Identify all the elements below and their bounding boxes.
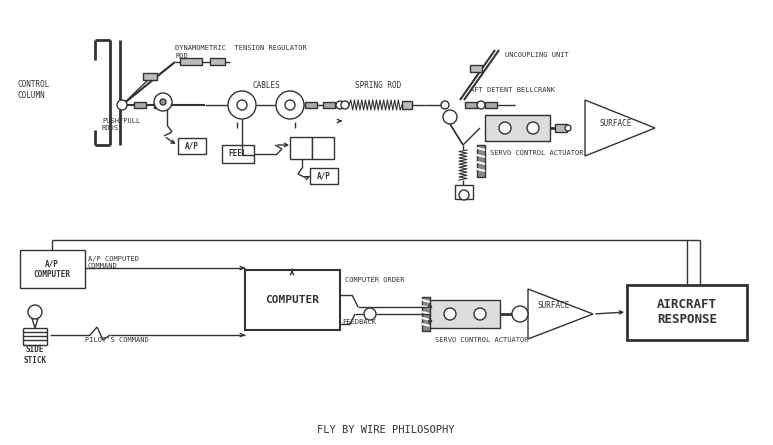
Text: A/P
COMPUTER: A/P COMPUTER	[33, 259, 70, 279]
Polygon shape	[585, 100, 655, 156]
Bar	[555, 124, 567, 132]
Circle shape	[474, 308, 486, 320]
Circle shape	[117, 100, 127, 110]
Circle shape	[477, 101, 485, 109]
Circle shape	[285, 100, 295, 110]
Text: PILOT'S COMMAND: PILOT'S COMMAND	[85, 337, 148, 343]
Text: SERVO CONTROL ACTUATOR: SERVO CONTROL ACTUATOR	[435, 337, 529, 343]
Bar	[134, 102, 146, 108]
Polygon shape	[528, 289, 593, 339]
Bar	[178, 138, 206, 154]
Bar	[430, 300, 500, 328]
Bar	[465, 102, 477, 108]
Text: UNCOUPLING UNIT: UNCOUPLING UNIT	[505, 52, 569, 58]
Bar	[485, 115, 550, 141]
Bar	[305, 102, 317, 108]
Bar	[422, 297, 430, 331]
Circle shape	[276, 91, 304, 119]
Circle shape	[459, 190, 469, 200]
Circle shape	[441, 101, 449, 109]
Circle shape	[527, 122, 539, 134]
Text: COMPUTER: COMPUTER	[265, 295, 319, 305]
Bar	[180, 58, 202, 65]
Circle shape	[237, 100, 247, 110]
Circle shape	[565, 125, 571, 131]
Bar	[477, 145, 485, 177]
Circle shape	[512, 306, 528, 322]
Bar	[154, 102, 166, 108]
Bar	[210, 58, 225, 65]
Circle shape	[364, 308, 376, 320]
Text: A/P: A/P	[185, 142, 199, 150]
Text: CONTROL
COLUMN: CONTROL COLUMN	[18, 80, 50, 100]
Bar	[323, 102, 335, 108]
Bar	[310, 168, 338, 184]
Circle shape	[444, 308, 456, 320]
Circle shape	[341, 101, 349, 109]
Bar	[143, 73, 157, 80]
Text: CABLES: CABLES	[252, 81, 280, 89]
Text: A/P COMPUTED
COMMAND: A/P COMPUTED COMMAND	[88, 255, 139, 268]
Bar	[290, 137, 312, 159]
Text: A/P: A/P	[317, 171, 331, 181]
Text: SPRING ROD: SPRING ROD	[355, 81, 401, 89]
Circle shape	[28, 305, 42, 319]
Circle shape	[160, 99, 166, 105]
Text: DYNAMOMETRIC  TENSION REGULATOR
ROD: DYNAMOMETRIC TENSION REGULATOR ROD	[175, 45, 307, 58]
Text: SERVO CONTROL ACTUATOR: SERVO CONTROL ACTUATOR	[490, 150, 584, 156]
Circle shape	[499, 122, 511, 134]
Bar	[485, 102, 497, 108]
Bar	[222, 145, 254, 163]
Text: COMPUTER ORDER: COMPUTER ORDER	[345, 277, 404, 283]
Text: AFT DETENT BELLCRANK: AFT DETENT BELLCRANK	[470, 87, 555, 93]
Bar	[455, 185, 473, 199]
Bar	[312, 137, 334, 159]
Bar	[627, 285, 747, 340]
Text: FEEDBACK: FEEDBACK	[342, 319, 376, 325]
Text: FLY BY WIRE PHILOSOPHY: FLY BY WIRE PHILOSOPHY	[317, 425, 455, 435]
Text: SURFACE: SURFACE	[538, 302, 570, 311]
Bar	[470, 65, 482, 72]
Text: AIRCRAFT
RESPONSE: AIRCRAFT RESPONSE	[657, 298, 717, 326]
Text: SURFACE: SURFACE	[600, 118, 632, 128]
Text: PUSH/PULL
RODS: PUSH/PULL RODS	[102, 118, 140, 132]
Circle shape	[336, 101, 344, 109]
Bar	[402, 101, 412, 109]
Bar	[245, 270, 340, 330]
Circle shape	[154, 93, 172, 111]
Text: SIDE
STICK: SIDE STICK	[23, 345, 46, 365]
Circle shape	[228, 91, 256, 119]
Circle shape	[443, 110, 457, 124]
Text: FEEL: FEEL	[229, 150, 247, 158]
Bar	[20, 250, 85, 288]
